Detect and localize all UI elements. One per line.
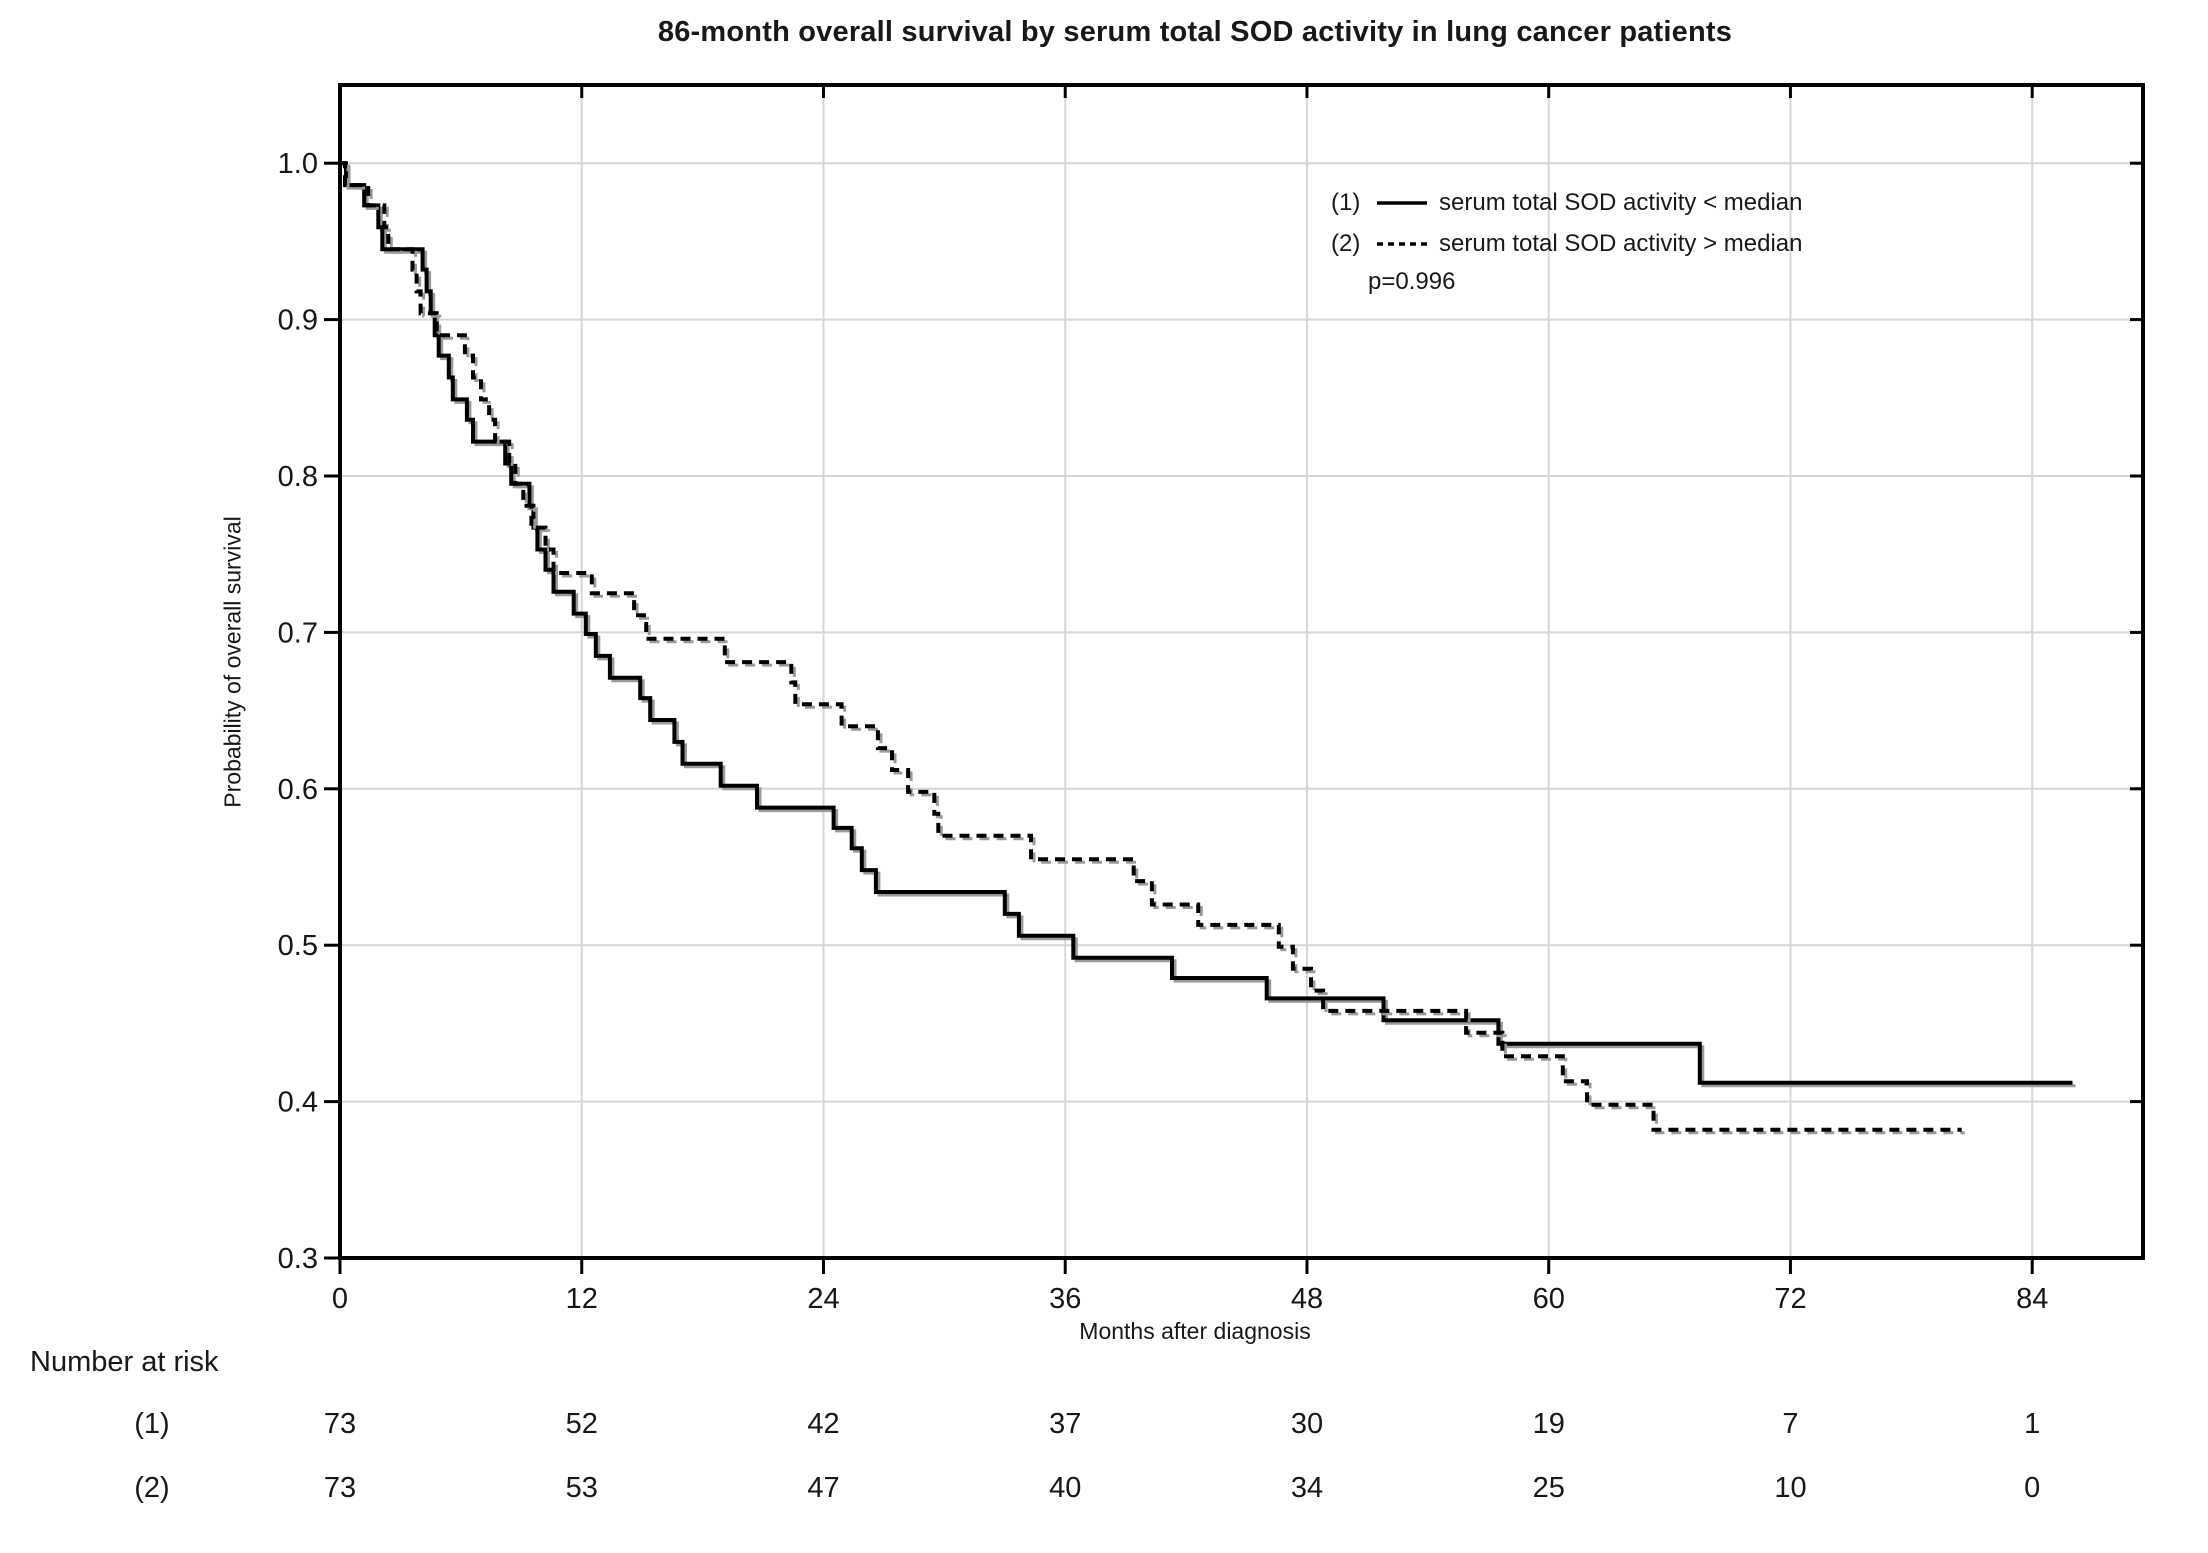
y-tick-label: 1.0 — [278, 148, 318, 180]
at-risk-count: 7 — [1782, 1408, 1799, 1440]
survival-curve-2 — [340, 161, 1962, 1132]
at-risk-row-label: (1) — [134, 1408, 170, 1440]
at-risk-count: 10 — [1774, 1472, 1807, 1504]
at-risk-count: 73 — [323, 1408, 357, 1440]
legend-rows: (1) serum total SOD activity < median (2) s… — [1331, 186, 1802, 261]
x-tick-label: 72 — [1774, 1283, 1806, 1315]
y-tick-label: 0.3 — [278, 1243, 318, 1275]
p-value-label: p=0.996 — [1368, 268, 1456, 295]
at-risk-count: 73 — [323, 1472, 357, 1504]
y-tick-label: 0.7 — [278, 617, 318, 649]
at-risk-count: 42 — [807, 1408, 840, 1440]
at-risk-count: 34 — [1290, 1472, 1324, 1504]
legend-series-label: serum total SOD activity < median — [1439, 189, 1803, 216]
at-risk-count: 0 — [2024, 1472, 2041, 1504]
y-tick-label: 0.9 — [278, 305, 318, 337]
survival-curve-1-shadow — [343, 164, 2076, 1088]
x-tick-label: 84 — [2016, 1283, 2048, 1315]
x-tick-label: 36 — [1049, 1283, 1081, 1315]
at-risk-count: 52 — [565, 1408, 598, 1440]
plot-frame — [338, 83, 2145, 1260]
legend-row: (1) serum total SOD activity < median — [1331, 186, 1802, 220]
y-tick-label: 0.5 — [278, 930, 318, 962]
x-axis-title: Months after diagnosis — [1079, 1318, 1311, 1344]
legend-row: (2) serum total SOD activity > median — [1331, 227, 1802, 261]
legend-series-label: serum total SOD activity > median — [1439, 230, 1803, 257]
at-risk-count: 37 — [1049, 1408, 1082, 1440]
at-risk-count: 47 — [807, 1472, 840, 1504]
x-tick-label: 48 — [1291, 1283, 1323, 1315]
at-risk-count: 19 — [1532, 1408, 1565, 1440]
y-tick-label: 0.6 — [278, 774, 318, 806]
legend-series-id: (1) — [1331, 189, 1361, 216]
survival-curve-2-shadow — [343, 164, 1965, 1135]
legend: (1) serum total SOD activity < median (2) s… — [1331, 186, 1802, 296]
at-risk-count: 30 — [1290, 1408, 1324, 1440]
y-tick-label: 0.8 — [278, 461, 318, 493]
chart-title: 86-month overall survival by serum total… — [657, 16, 1733, 48]
number-at-risk-header: Number at risk — [30, 1346, 219, 1378]
at-risk-row-label: (2) — [134, 1472, 170, 1504]
legend-series-id: (2) — [1331, 230, 1361, 257]
x-tick-label: 0 — [332, 1283, 348, 1315]
at-risk-count: 25 — [1532, 1472, 1565, 1504]
x-tick-label: 24 — [807, 1283, 839, 1315]
y-tick-label: 0.4 — [278, 1087, 318, 1119]
legend-line-sample-solid — [1377, 201, 1427, 205]
legend-line-sample-dashed — [1377, 242, 1427, 246]
at-risk-count: 53 — [565, 1472, 598, 1504]
x-tick-label: 12 — [566, 1283, 598, 1315]
at-risk-count: 1 — [2024, 1408, 2041, 1440]
at-risk-count: 40 — [1049, 1472, 1082, 1504]
x-tick-label: 60 — [1533, 1283, 1565, 1315]
